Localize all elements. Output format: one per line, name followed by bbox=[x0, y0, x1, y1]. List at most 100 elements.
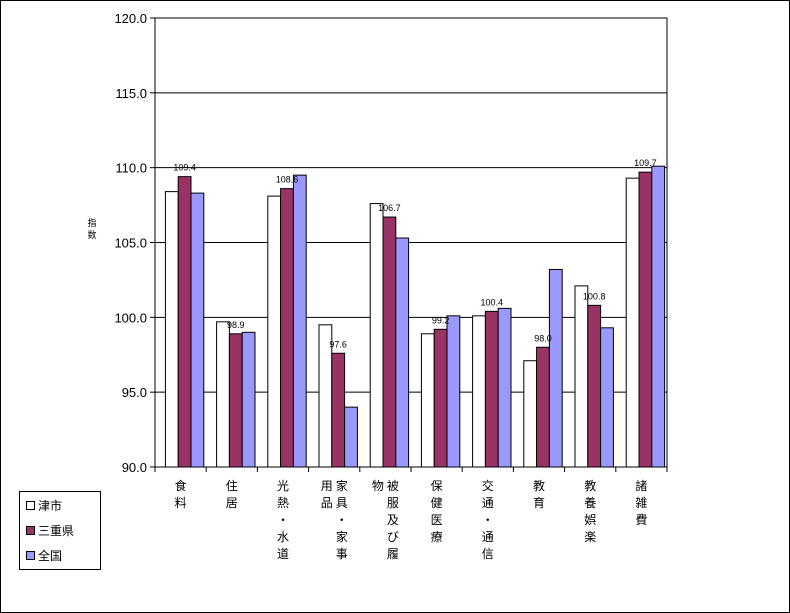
y-tick-label: 105.0 bbox=[114, 236, 147, 251]
x-category-label-char: 熱 bbox=[277, 496, 289, 510]
x-category-label: 教育 bbox=[533, 478, 545, 510]
bar-national bbox=[600, 327, 614, 468]
data-label: 106.7 bbox=[378, 203, 401, 213]
x-category-label-char: び bbox=[387, 530, 399, 544]
bar-national bbox=[446, 315, 461, 468]
data-label: 99.2 bbox=[432, 315, 450, 325]
y-axis-label-char: 指 bbox=[87, 217, 96, 229]
legend-swatch-mie bbox=[26, 525, 35, 535]
x-category-label-char: 居 bbox=[226, 496, 238, 510]
bar-mie bbox=[638, 171, 653, 468]
x-category-label-char: 料 bbox=[175, 496, 187, 510]
x-category-label-char: 養 bbox=[584, 495, 596, 510]
x-category-label: 光熱・水道 bbox=[277, 479, 289, 561]
bar-national bbox=[241, 331, 256, 468]
x-category-label-char: 家 bbox=[336, 529, 348, 544]
x-category-label-char: 光 bbox=[277, 479, 289, 493]
legend-item-national: 全国 bbox=[26, 547, 62, 563]
y-tick-label: 90.0 bbox=[122, 460, 147, 475]
x-category-label-char: 娯 bbox=[584, 513, 596, 527]
bar-mie bbox=[331, 352, 346, 468]
legend-label-tsu: 津市 bbox=[38, 498, 63, 513]
data-label: 109.7 bbox=[634, 158, 657, 168]
bar-mie bbox=[536, 346, 550, 468]
bar-mie bbox=[587, 304, 602, 468]
bar-mie bbox=[433, 328, 448, 468]
y-tick-label: 110.0 bbox=[115, 161, 147, 176]
bar-mie bbox=[382, 216, 397, 468]
x-category-label-char: 水 bbox=[277, 530, 289, 544]
data-label: 98.0 bbox=[534, 333, 552, 343]
legend-item-tsu: 津市 bbox=[26, 497, 62, 513]
bar-national bbox=[292, 174, 307, 468]
x-category-label-char: 教 bbox=[533, 478, 545, 493]
bar-national bbox=[190, 192, 205, 468]
x-category-label-char: 通 bbox=[482, 496, 494, 510]
y-axis-label-char: 数 bbox=[87, 229, 96, 241]
x-category-label-char: 信 bbox=[482, 547, 494, 561]
x-category-label-char: 諸 bbox=[635, 478, 647, 493]
bar-national bbox=[344, 406, 358, 468]
x-category-label: 住居 bbox=[226, 479, 238, 510]
x-category-label-char: 交 bbox=[482, 478, 494, 493]
bar-tsu bbox=[472, 315, 486, 468]
x-category-label-char: ・ bbox=[277, 513, 289, 527]
bar-tsu bbox=[574, 285, 589, 468]
x-category-label-char: 履 bbox=[387, 547, 399, 561]
bar-tsu bbox=[369, 203, 384, 468]
legend-item-mie: 三重県 bbox=[26, 522, 74, 538]
bar-national bbox=[497, 307, 512, 468]
x-category-label-char: 具 bbox=[336, 496, 348, 510]
bar-national bbox=[548, 268, 563, 468]
y-tick-label: 115.0 bbox=[115, 86, 147, 101]
x-category-label-char: 住 bbox=[226, 479, 238, 493]
legend: 津市 三重県 全国 bbox=[19, 491, 101, 570]
bar-national bbox=[395, 237, 410, 468]
legend-swatch-national bbox=[26, 550, 35, 560]
bar-tsu bbox=[267, 195, 282, 468]
bar-mie bbox=[228, 333, 243, 468]
bar-tsu bbox=[164, 191, 179, 468]
x-category-label: 交通・通信 bbox=[482, 478, 494, 561]
legend-swatch-tsu bbox=[26, 500, 35, 510]
x-category-label-char: 通 bbox=[482, 530, 494, 544]
x-category-label-char: 教 bbox=[584, 478, 596, 493]
bar-mie bbox=[280, 188, 294, 468]
y-tick-label: 95.0 bbox=[122, 385, 147, 400]
x-category-label-char: 服 bbox=[387, 496, 399, 510]
x-category-label-char: 用 bbox=[321, 479, 333, 493]
data-label: 100.4 bbox=[481, 297, 504, 307]
x-category-label-char: 楽 bbox=[584, 530, 596, 544]
bar-tsu bbox=[523, 360, 538, 468]
x-category-label-char: 被 bbox=[387, 479, 399, 493]
bar-mie bbox=[484, 310, 499, 468]
data-label: 98.9 bbox=[227, 320, 245, 330]
x-category-label-char: 保 bbox=[431, 479, 443, 493]
x-category-label-char: 医 bbox=[431, 513, 443, 527]
x-category-label-char: ・ bbox=[482, 513, 494, 527]
x-category-label-char: 雑 bbox=[635, 495, 647, 510]
x-category-label-char: ・ bbox=[336, 513, 348, 527]
legend-label-mie: 三重県 bbox=[38, 523, 75, 538]
data-label: 100.8 bbox=[583, 291, 606, 301]
bar-national bbox=[651, 165, 666, 468]
x-category-label: 食料 bbox=[175, 478, 187, 510]
x-category-label-char: 療 bbox=[431, 530, 443, 544]
x-category-label-char: 事 bbox=[336, 547, 348, 561]
data-label: 109.4 bbox=[173, 163, 196, 173]
x-category-label-char: 育 bbox=[533, 495, 545, 510]
x-category-label-char: 費 bbox=[635, 512, 647, 527]
x-category-label-char: 食 bbox=[175, 478, 187, 493]
x-category-label-char: 及 bbox=[387, 513, 399, 527]
x-category-label: 諸雑費 bbox=[635, 478, 647, 527]
x-category-label-char: 家 bbox=[336, 478, 348, 493]
bar-tsu bbox=[216, 321, 230, 468]
bar-tsu bbox=[625, 177, 640, 468]
y-tick-label: 120.0 bbox=[114, 11, 147, 26]
data-label: 97.6 bbox=[329, 339, 347, 349]
